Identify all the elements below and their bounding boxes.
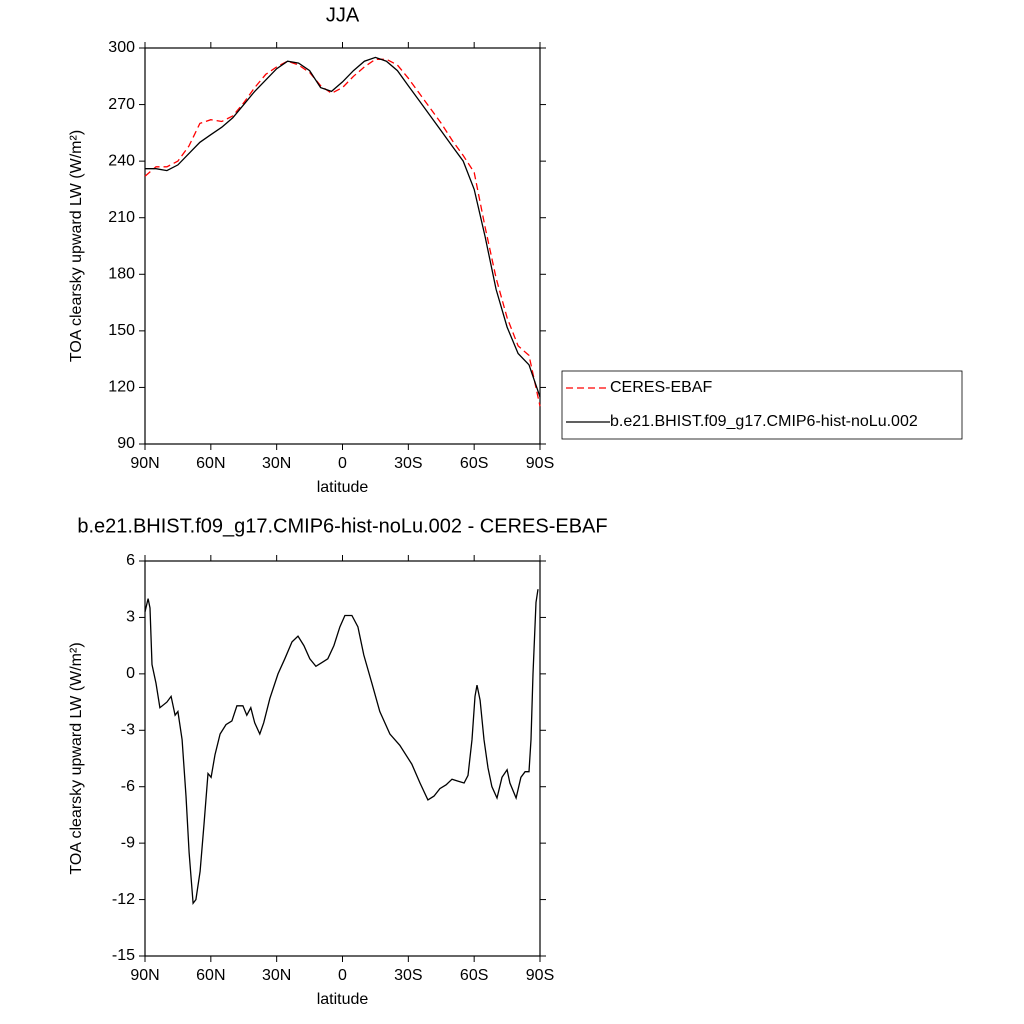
x-axis-label: latitude <box>317 479 369 496</box>
x-tick-label: 30N <box>262 455 291 472</box>
series-line <box>145 56 541 398</box>
x-tick-label: 60S <box>460 455 488 472</box>
x-tick-label: 60S <box>460 967 488 984</box>
x-tick-label: 0 <box>338 967 347 984</box>
y-tick-label: -12 <box>112 891 135 908</box>
legend-label: CERES-EBAF <box>610 379 712 396</box>
series-line <box>144 58 541 407</box>
y-tick-label: 6 <box>126 552 135 569</box>
y-tick-label: 210 <box>108 209 135 226</box>
y-tick-label: 0 <box>126 665 135 682</box>
y-tick-label: 180 <box>108 266 135 283</box>
y-tick-label: -3 <box>121 722 135 739</box>
y-tick-label: -6 <box>121 778 135 795</box>
x-tick-label: 30N <box>262 967 291 984</box>
y-tick-label: 3 <box>126 609 135 626</box>
y-tick-label: 240 <box>108 152 135 169</box>
series-line <box>144 589 539 906</box>
x-tick-label: 90N <box>130 455 159 472</box>
y-tick-label: 120 <box>108 379 135 396</box>
y-tick-label: -9 <box>121 834 135 851</box>
y-tick-label: 300 <box>108 39 135 56</box>
plot-frame <box>144 47 541 445</box>
legend-label: b.e21.BHIST.f09_g17.CMIP6-hist-noLu.002 <box>610 413 918 430</box>
chart-title: JJA <box>326 4 360 26</box>
legend-box <box>561 370 963 440</box>
y-tick-label: 90 <box>117 435 135 452</box>
x-tick-label: 90S <box>526 455 554 472</box>
x-tick-label: 60N <box>196 967 225 984</box>
y-axis-label: TOA clearsky upward LW (W/m²) <box>68 642 85 874</box>
x-axis-label: latitude <box>317 991 369 1008</box>
y-tick-label: 150 <box>108 322 135 339</box>
x-tick-label: 30S <box>394 967 422 984</box>
y-axis-label: TOA clearsky upward LW (W/m²) <box>68 130 85 362</box>
x-tick-label: 0 <box>338 455 347 472</box>
x-tick-label: 90S <box>526 967 554 984</box>
chart-title: b.e21.BHIST.f09_g17.CMIP6-hist-noLu.002 … <box>77 515 607 537</box>
x-tick-label: 60N <box>196 455 225 472</box>
x-tick-label: 30S <box>394 455 422 472</box>
x-tick-label: 90N <box>130 967 159 984</box>
y-tick-label: -15 <box>112 947 135 964</box>
y-tick-label: 270 <box>108 96 135 113</box>
